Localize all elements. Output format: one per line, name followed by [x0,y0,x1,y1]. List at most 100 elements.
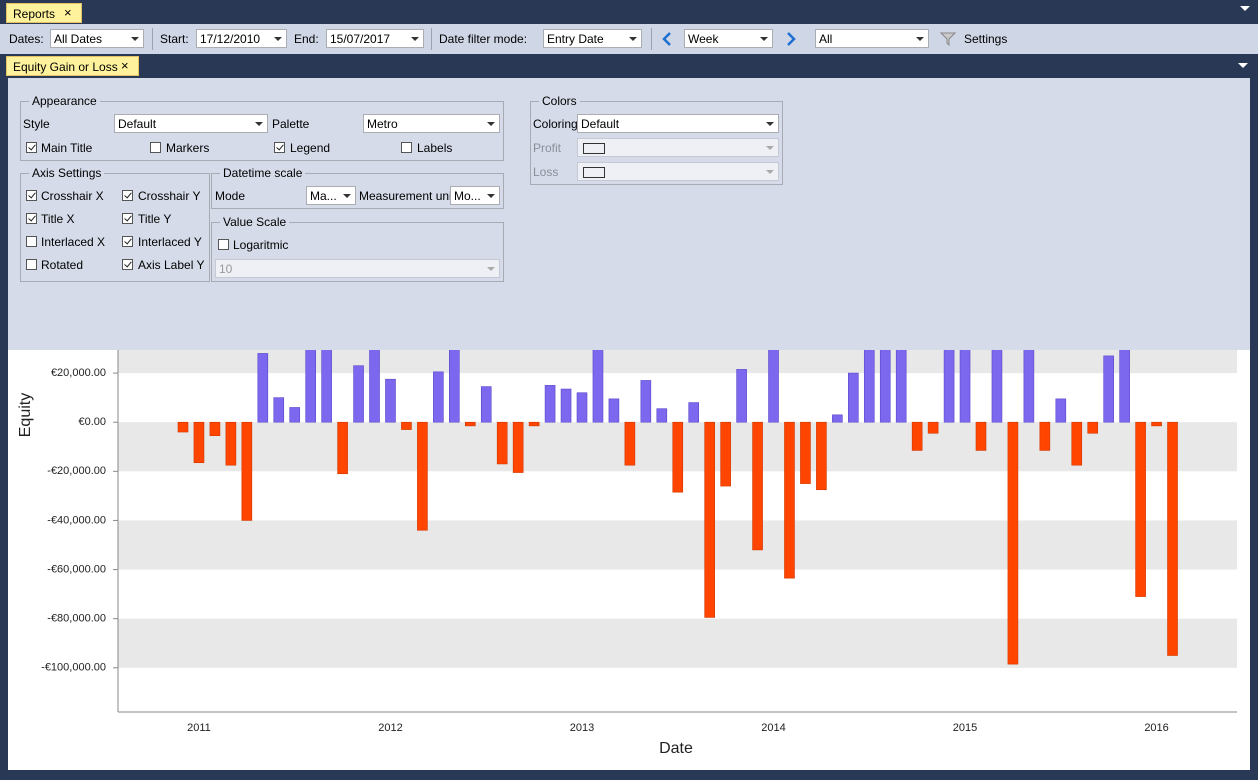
bars [177,350,1178,665]
label: Profit [533,141,562,155]
settings-button[interactable]: Settings [964,32,1008,46]
mode-combo[interactable]: Entry Date [543,29,642,48]
bar [433,371,444,423]
bar [576,392,588,423]
bar [241,421,253,521]
prev-button[interactable] [660,31,674,47]
coloring-combo[interactable]: Default [577,114,779,133]
next-button[interactable] [784,31,798,47]
bar [177,421,189,433]
bar [927,421,939,434]
checkbox[interactable] [218,239,229,250]
close-tab[interactable]: × [64,5,72,20]
bar [337,421,348,475]
start-combo[interactable]: 17/12/2010 [196,29,287,48]
separator [651,28,652,50]
bar [417,421,428,531]
label: Date filter mode: [439,32,528,46]
close-tab[interactable]: × [121,58,129,73]
end-combo[interactable]: 15/07/2017 [326,29,424,48]
bar [1167,421,1178,656]
checkbox[interactable] [26,213,37,224]
label: Mode [215,189,246,203]
bar [832,414,843,423]
appearance-group: Appearance [20,94,504,161]
checkbox[interactable] [122,190,133,201]
checkbox[interactable] [26,142,37,153]
bar [911,421,923,451]
checkbox[interactable] [26,190,37,201]
separator [431,28,432,50]
checkbox-label: Main Title [41,141,93,155]
datetime-group: Datetime scale [211,166,504,209]
bar [385,378,396,423]
y-tick-label: €20,000.00 [51,367,106,379]
bar [1135,421,1146,597]
bar [480,386,492,423]
profit-combo [577,138,779,157]
tab-reports[interactable]: Reports [6,3,82,23]
bar [321,350,332,423]
swatch [583,167,605,178]
bar [464,421,476,427]
bar [353,365,364,423]
unit-combo[interactable]: Mo... [450,186,500,205]
group-title: Axis Settings [29,166,105,180]
tab-menu[interactable] [1238,63,1248,68]
checkbox-label: Markers [166,141,210,155]
combo-value: Default [118,117,157,131]
style-combo[interactable]: Default [114,114,268,133]
bar [1039,421,1051,451]
dates-combo[interactable]: All Dates [50,29,144,48]
tab-equity[interactable]: Equity Gain or Loss [6,56,139,76]
bar [1023,350,1035,423]
group-title: Datetime scale [220,166,306,180]
label: Dates: [9,32,44,46]
combo-value: Entry Date [547,32,604,46]
combo-value: 15/07/2017 [330,32,391,46]
checkbox-label: Title Y [138,212,172,226]
checkbox[interactable] [122,213,133,224]
bar [879,350,891,423]
y-tick-label: -€60,000.00 [47,563,106,575]
y-tick-label: €0.00 [78,416,106,428]
bar [273,397,285,423]
checkbox[interactable] [26,259,37,270]
label: Measurement unit [359,189,456,203]
bar [496,421,508,465]
tab-menu[interactable] [1240,6,1250,11]
x-tick-label: 2014 [761,722,785,734]
bar [1151,421,1162,427]
tab-label: Reports [13,7,56,21]
separator [152,28,153,50]
bar [975,421,987,451]
mode-combo[interactable]: Ma... [306,186,356,205]
bar [991,350,1003,423]
bar [209,421,221,437]
bar [449,350,460,423]
checkbox[interactable] [274,142,285,153]
checkbox[interactable] [122,236,133,247]
x-axis-title: Date [659,740,693,757]
checkbox-label: Crosshair X [41,189,104,203]
y-tick-label: -€40,000.00 [47,514,106,526]
funnel [940,32,956,47]
checkbox-label: Interlaced Y [138,235,202,249]
bar [736,369,747,423]
checkbox-label: Labels [417,141,453,155]
combo-value: 17/12/2010 [200,32,261,46]
checkbox[interactable] [26,236,37,247]
checkbox[interactable] [150,142,161,153]
combo-value: 10 [219,262,233,276]
label: Loss [533,165,559,179]
checkbox[interactable] [401,142,412,153]
filter-combo[interactable]: All [815,29,929,48]
period-combo[interactable]: Week [684,29,773,48]
combo-value: All Dates [54,32,103,46]
bar [784,421,795,579]
checkbox[interactable] [122,259,133,270]
bar [720,421,731,487]
x-tick-label: 2016 [1144,722,1168,734]
bands [118,350,1237,668]
palette-combo[interactable]: Metro [363,114,500,133]
